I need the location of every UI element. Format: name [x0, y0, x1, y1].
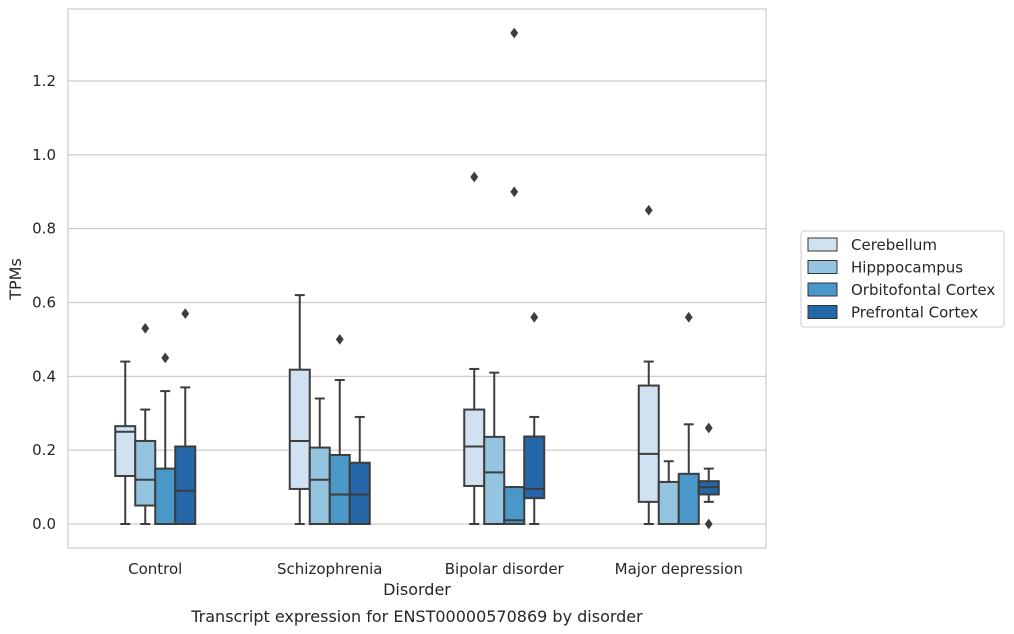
- legend-swatch: [807, 305, 838, 319]
- outlier-point: [530, 311, 539, 323]
- legend: Cerebellum Hipppocampus Orbitofontal Corte…: [800, 230, 1005, 328]
- outlier-point: [161, 352, 170, 364]
- box: [503, 27, 526, 526]
- outlier-point: [181, 308, 190, 319]
- box: [483, 371, 506, 526]
- box-body: [523, 435, 546, 500]
- box-body: [503, 486, 526, 526]
- y-tick-label: 0.8: [32, 220, 56, 238]
- x-tick-label: Control: [128, 560, 182, 578]
- x-tick-label: Schizophrenia: [277, 560, 382, 578]
- box-body: [657, 480, 680, 526]
- y-tick-label: 0.4: [32, 367, 56, 385]
- box: [174, 308, 197, 526]
- outlier-point: [684, 311, 693, 323]
- box-body: [154, 467, 177, 526]
- legend-swatch: [807, 282, 838, 297]
- plot-frame: [67, 8, 767, 549]
- box-body: [288, 368, 311, 490]
- x-axis-label: Disorder: [383, 580, 451, 599]
- box-body: [134, 439, 157, 507]
- box-series: [114, 27, 720, 530]
- y-tick-labels: 0.0 0.2 0.4 0.6 0.8 1.0 1.2: [32, 72, 56, 533]
- y-tick-label: 0.2: [32, 441, 56, 459]
- box-body: [483, 435, 506, 526]
- box-body: [308, 446, 331, 526]
- box-body: [114, 425, 137, 478]
- box: [657, 460, 680, 526]
- box: [348, 415, 371, 526]
- y-axis-label: TPMs: [6, 258, 25, 301]
- box: [134, 322, 157, 526]
- x-tick-label: Bipolar disorder: [445, 560, 565, 578]
- outlier-point: [510, 186, 519, 198]
- box-body: [348, 461, 371, 526]
- box: [114, 360, 137, 526]
- box-body: [463, 408, 486, 487]
- box-body: [637, 384, 660, 503]
- box: [637, 204, 660, 526]
- legend-frame: [800, 230, 1005, 328]
- legend-swatch: [807, 260, 838, 274]
- y-tick-label: 1.0: [32, 146, 56, 164]
- y-tick-label: 1.2: [32, 72, 56, 90]
- box: [677, 311, 700, 526]
- y-tick-label: 0.6: [32, 293, 56, 311]
- chart-caption: Transcript expression for ENST0000057086…: [190, 607, 643, 626]
- y-tick-label: 0.0: [32, 515, 56, 533]
- box-body: [174, 445, 197, 526]
- outlier-point: [644, 204, 653, 216]
- outlier-point: [470, 171, 479, 183]
- outlier-point: [704, 422, 713, 434]
- box: [523, 311, 546, 526]
- legend-swatch: [807, 237, 838, 252]
- legend-label: Cerebellum: [851, 236, 937, 254]
- box: [463, 171, 486, 526]
- box: [288, 294, 311, 526]
- outlier-point: [335, 334, 344, 345]
- outlier-point: [704, 518, 713, 530]
- box-body: [677, 472, 700, 526]
- legend-label: Hipppocampus: [851, 259, 963, 277]
- box-body: [328, 453, 351, 526]
- box: [697, 422, 720, 530]
- plot-area-background: [68, 9, 766, 548]
- x-tick-labels: Control Schizophrenia Bipolar disorder Majo…: [128, 560, 743, 578]
- outlier-point: [141, 322, 150, 334]
- x-tick-label: Major depression: [615, 560, 743, 578]
- outlier-point: [510, 27, 519, 39]
- legend-label: Prefrontal Cortex: [851, 304, 978, 322]
- legend-label: Orbitofontal Cortex: [851, 281, 995, 299]
